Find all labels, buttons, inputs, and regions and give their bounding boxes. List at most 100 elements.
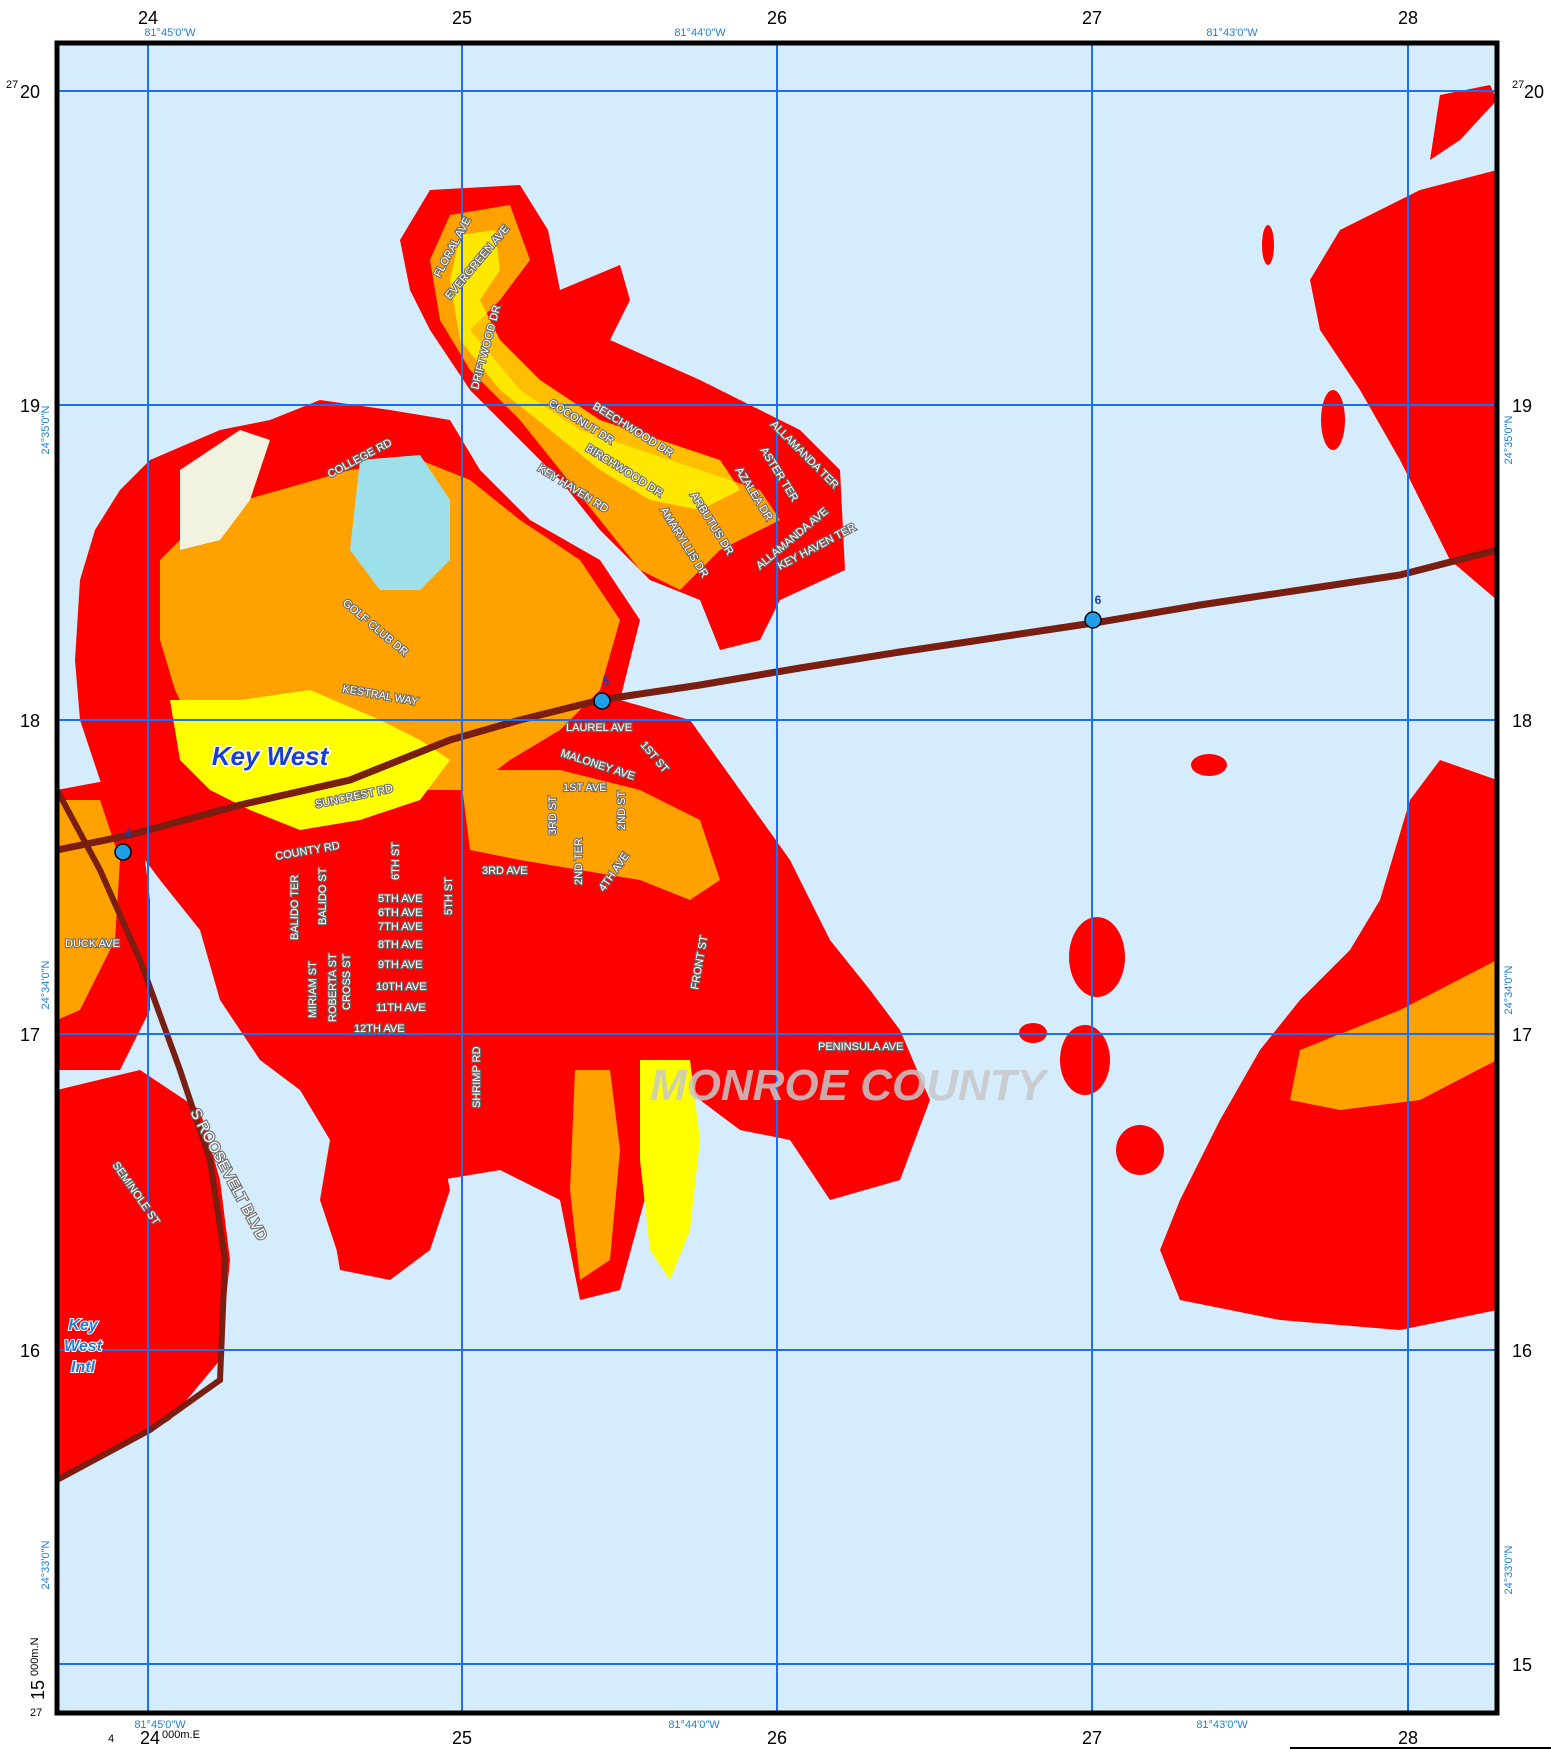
street-label: 9TH AVE [378, 959, 422, 971]
northing-label-bottom-left: 15 [28, 1680, 48, 1700]
northing-label-left: 19 [20, 396, 40, 416]
street-label: 3RD ST [547, 796, 559, 835]
latitude-label: 24°34'0"N [40, 960, 52, 1009]
key-haven-moderate [450, 230, 740, 510]
easting-label-bottom: 26 [767, 1728, 787, 1748]
northing-prefix: 27 [6, 79, 18, 91]
street-label: 7TH AVE [378, 921, 422, 933]
street-label: 6TH AVE [378, 907, 422, 919]
pier-center-yellow [640, 1060, 700, 1280]
longitude-label: 81°43'0"W [1196, 1719, 1248, 1731]
northing-label-left: 18 [20, 711, 40, 731]
highway-us1 [56, 546, 1498, 854]
street-label: MIRIAM ST [307, 961, 319, 1018]
latitude-label: 24°34'0"N [1503, 965, 1515, 1014]
street-label: SHRIMP RD [471, 1046, 483, 1108]
islet-6 [1262, 225, 1274, 265]
svg-text:6: 6 [1095, 593, 1102, 607]
longitude-label: 81°44'0"W [668, 1719, 720, 1731]
easting-prefix: 4 [108, 1733, 114, 1745]
islet-5 [1321, 390, 1345, 450]
northing-prefix-right: 27 [1512, 79, 1524, 91]
marker-6: 6 [1084, 593, 1102, 629]
street-label: 2ND TER [573, 838, 585, 885]
latitude-label: 24°33'0"N [1503, 1545, 1515, 1594]
islet-2 [1060, 1025, 1110, 1095]
islet-3 [1116, 1125, 1164, 1175]
street-label: BALIDO ST [317, 867, 329, 925]
svg-text:5: 5 [603, 674, 610, 688]
east-island-north [1310, 170, 1497, 600]
street-label: BALIDO TER [289, 875, 301, 940]
islet-1 [1069, 917, 1125, 997]
land-areas [57, 85, 1497, 1480]
airport-area [57, 1070, 230, 1480]
utm-grid [57, 43, 1497, 1713]
svg-text:Intl: Intl [71, 1359, 96, 1376]
golf-course-low [180, 430, 270, 550]
svg-text:Key: Key [68, 1317, 98, 1334]
marker-4: 4 [114, 826, 132, 861]
east-island-northtip [1430, 85, 1497, 160]
easting-label-top: 24 [138, 8, 158, 28]
islet-4 [1191, 754, 1227, 776]
pier-shrimp [570, 1070, 620, 1280]
highway-south [54, 788, 229, 1483]
northing-label-left: 17 [20, 1025, 40, 1045]
marker-5: 5 [593, 674, 611, 710]
svg-text:West: West [64, 1338, 103, 1355]
street-label: DUCK AVE [65, 938, 120, 950]
longitude-label: 81°45'0"W [134, 1719, 186, 1731]
northing-label-right: 19 [1512, 396, 1532, 416]
longitude-label: 81°43'0"W [1206, 27, 1258, 39]
longitude-label: 81°45'0"W [144, 27, 196, 39]
easting-label-top: 28 [1398, 8, 1418, 28]
street-label: 10TH AVE [376, 981, 427, 993]
northing-suffix: 000m.N [29, 1637, 41, 1676]
easting-label-top: 26 [767, 8, 787, 28]
northing-label-right: 17 [1512, 1025, 1532, 1045]
street-label: PENINSULA AVE [818, 1041, 903, 1053]
northing-prefix-bottom: 27 [30, 1707, 42, 1719]
west-edge-orange [57, 800, 120, 1020]
northing-label-left: 16 [20, 1341, 40, 1361]
street-label: 11TH AVE [376, 1002, 426, 1014]
map-frame [54, 40, 1500, 1716]
north-ponds [350, 455, 450, 590]
street-label: ROBERTA ST [327, 953, 339, 1022]
svg-text:4: 4 [125, 826, 132, 840]
easting-label-top: 27 [1082, 8, 1102, 28]
street-label: LAUREL AVE [566, 722, 632, 734]
latitude-label: 24°35'0"N [1503, 415, 1515, 464]
latitude-label: 24°33'0"N [40, 1540, 52, 1589]
street-label: 1ST AVE [563, 782, 607, 794]
street-label: 6TH ST [390, 842, 402, 880]
key-west-moderate [170, 690, 450, 830]
street-label: 8TH AVE [378, 939, 422, 951]
street-label: 2ND ST [616, 791, 628, 830]
easting-label-bottom: 24 [140, 1728, 160, 1748]
latitude-label: 24°35'0"N [40, 405, 52, 454]
northing-label-right: 16 [1512, 1341, 1532, 1361]
easting-label-bottom: 28 [1398, 1728, 1418, 1748]
northing-label-left: 20 [20, 82, 40, 102]
easting-suffix: 000m.E [162, 1729, 200, 1741]
northing-label-right: 18 [1512, 711, 1532, 731]
northing-label-right: 15 [1512, 1655, 1532, 1675]
longitude-label: 81°44'0"W [674, 27, 726, 39]
street-label: 12TH AVE [354, 1023, 405, 1035]
northing-label-right: 20 [1524, 82, 1544, 102]
city-label: Key West [212, 741, 330, 771]
street-label: 5TH AVE [378, 893, 422, 905]
airport-label: Key West Intl [63, 1316, 104, 1377]
easting-label-top: 25 [452, 8, 472, 28]
easting-label-bottom: 25 [452, 1728, 472, 1748]
county-label: MONROE COUNTY [650, 1061, 1050, 1110]
easting-label-bottom: 27 [1082, 1728, 1102, 1748]
street-label: 3RD AVE [482, 865, 528, 877]
key-west-inner-orange [460, 770, 720, 900]
street-label: 5TH ST [443, 877, 455, 915]
pier-west [330, 1140, 450, 1280]
street-label: CROSS ST [341, 953, 353, 1010]
